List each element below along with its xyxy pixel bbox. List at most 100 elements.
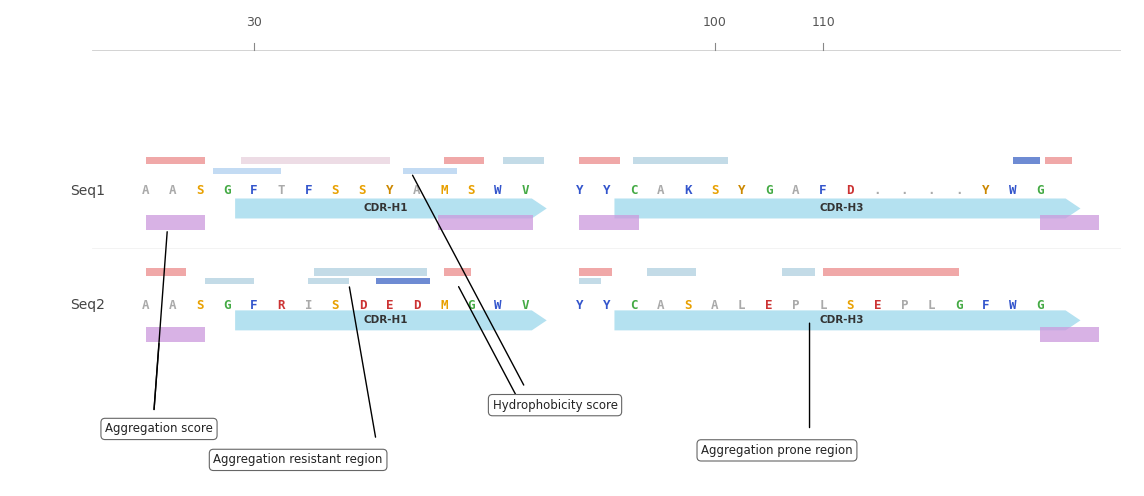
Text: L: L [738,299,746,311]
Bar [579,215,638,230]
Text: F: F [304,185,312,197]
Text: A: A [142,299,150,311]
Text: S: S [359,185,366,197]
Bar [205,278,254,284]
Bar [823,268,959,276]
Text: R: R [278,299,285,311]
Bar [145,157,205,164]
Bar [1012,157,1040,164]
Bar [1040,326,1099,342]
Text: W: W [1009,299,1017,311]
Text: Y: Y [575,299,583,311]
Text: K: K [684,185,691,197]
Bar [444,157,484,164]
Text: G: G [765,185,772,197]
Text: Y: Y [603,299,610,311]
Text: Aggregation score: Aggregation score [105,423,213,435]
Text: Seq1: Seq1 [70,184,105,198]
Text: F: F [982,299,990,311]
Text: S: S [196,185,204,197]
Text: S: S [332,185,339,197]
Text: Y: Y [575,185,583,197]
Text: W: W [494,299,502,311]
Text: S: S [332,299,339,311]
Text: P: P [793,299,800,311]
Bar [240,157,390,164]
Text: .: . [900,185,908,197]
Bar [503,157,545,164]
Bar [634,157,729,164]
Text: G: G [223,185,231,197]
Text: Y: Y [386,185,394,197]
Text: D: D [413,299,420,311]
FancyArrow shape [236,198,547,218]
Text: F: F [819,185,827,197]
Text: I: I [304,299,312,311]
Text: 110: 110 [811,16,835,29]
Text: E: E [386,299,394,311]
Text: M: M [440,299,447,311]
Text: F: F [251,299,257,311]
Text: A: A [169,185,176,197]
Text: L: L [819,299,827,311]
Text: S: S [710,185,718,197]
Text: A: A [657,299,665,311]
Text: .: . [874,185,881,197]
Text: V: V [522,299,529,311]
Text: S: S [847,299,853,311]
Text: 30: 30 [246,16,262,29]
Text: A: A [413,185,420,197]
Text: S: S [467,185,475,197]
Text: .: . [928,185,935,197]
Bar [403,168,458,174]
Bar [438,215,533,230]
Text: G: G [467,299,475,311]
Text: A: A [793,185,800,197]
Text: D: D [847,185,853,197]
Bar [1040,215,1099,230]
Bar [1046,157,1072,164]
Bar [782,268,815,276]
Text: 100: 100 [702,16,726,29]
Text: T: T [278,185,285,197]
Text: Aggregation prone region: Aggregation prone region [701,444,852,457]
FancyArrow shape [614,198,1080,218]
Text: CDR-H1: CDR-H1 [364,203,407,213]
Bar [313,268,428,276]
Text: S: S [196,299,204,311]
FancyArrow shape [614,310,1080,330]
Bar [579,268,612,276]
Text: CDR-H3: CDR-H3 [820,315,865,325]
Text: A: A [710,299,718,311]
Text: A: A [142,185,150,197]
Text: Y: Y [982,185,990,197]
Text: G: G [223,299,231,311]
Bar [648,268,696,276]
Bar [308,278,349,284]
Bar [579,278,601,284]
Text: M: M [440,185,447,197]
Bar [214,168,281,174]
Bar [145,215,205,230]
Text: Hydrophobicity score: Hydrophobicity score [493,399,618,412]
Text: D: D [359,299,366,311]
Text: CDR-H1: CDR-H1 [364,315,407,325]
Text: C: C [629,185,637,197]
Text: L: L [928,299,935,311]
FancyArrow shape [236,310,547,330]
Bar [145,268,186,276]
Text: CDR-H3: CDR-H3 [820,203,865,213]
Bar [444,268,471,276]
Bar [376,278,430,284]
Text: G: G [1036,299,1043,311]
Text: .: . [955,185,962,197]
Text: Y: Y [603,185,610,197]
Text: G: G [1036,185,1043,197]
Text: G: G [955,299,962,311]
Text: W: W [1009,185,1017,197]
Text: Y: Y [738,185,746,197]
Text: V: V [522,185,529,197]
Text: S: S [684,299,691,311]
Text: P: P [900,299,908,311]
Text: F: F [251,185,257,197]
